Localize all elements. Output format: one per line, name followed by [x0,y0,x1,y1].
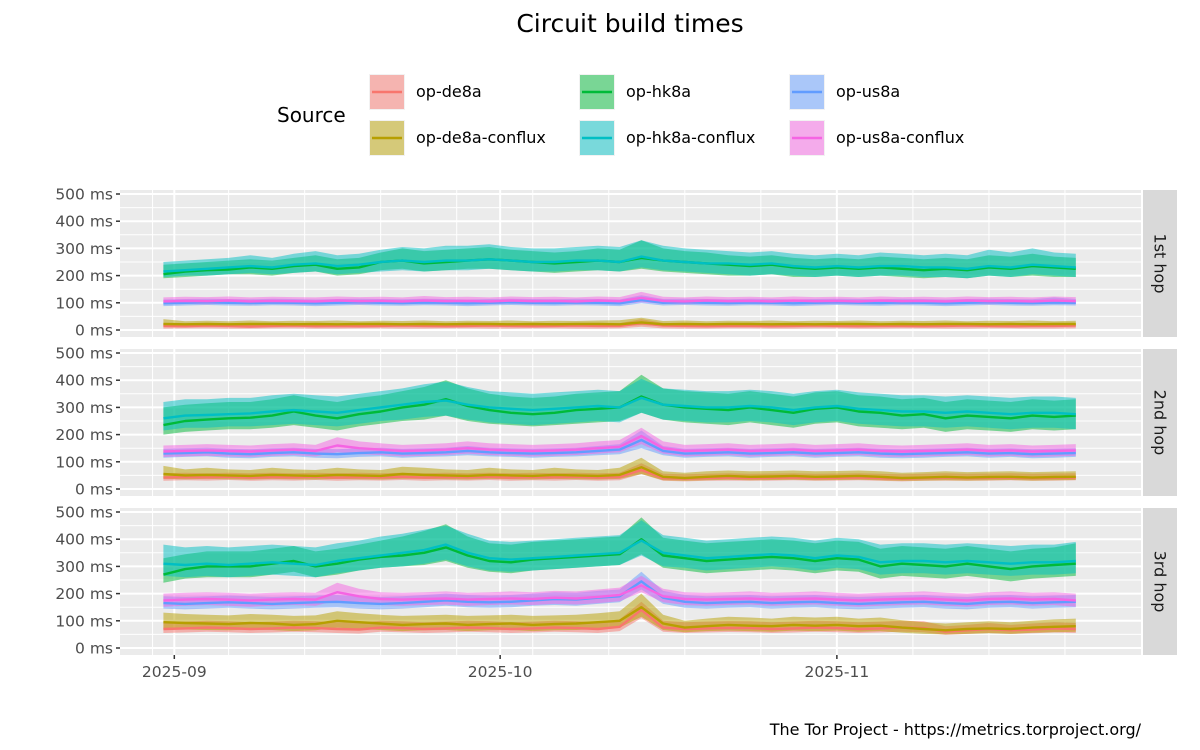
y-tick-label: 300 ms [55,399,113,417]
legend-label: op-de8a-conflux [416,128,546,147]
x-tick-label: 2025-11 [804,663,869,681]
legend-label: op-hk8a [626,82,691,101]
line-op-us8a-conflux [163,434,1076,453]
facet-strip-label: 1st hop [1151,234,1170,294]
line-op-hk8a [163,538,1076,576]
y-tick-label: 400 ms [55,531,113,549]
legend-item-op-hk8a-conflux: op-hk8a-conflux [579,120,755,156]
chart-caption: The Tor Project - https://metrics.torpro… [769,720,1142,739]
line-op-us8a [163,438,1076,456]
y-tick-label: 100 ms [55,612,113,630]
panel-1: 0 ms 100 ms 200 ms 300 ms 400 ms 500 ms 1st ho… [55,186,1177,340]
y-tick-label: 100 ms [55,294,113,312]
legend-title: Source [277,103,346,127]
y-tick-label: 100 ms [55,453,113,471]
y-tick-label: 500 ms [55,345,113,363]
line-op-hk8a-conflux [163,255,1076,273]
y-tick-label: 400 ms [55,372,113,390]
line-op-us8a [163,298,1076,305]
legend-label: op-hk8a-conflux [626,128,755,147]
x-tick-label: 2025-10 [468,663,533,681]
y-tick-label: 200 ms [55,426,113,444]
facet-panels: 0 ms 100 ms 200 ms 300 ms 400 ms 500 ms 1st ho… [55,186,1177,658]
y-tick-label: 0 ms [75,481,113,499]
y-tick-label: 500 ms [55,186,113,204]
facet-strip-label: 3rd hop [1151,551,1170,613]
facet-strip-label: 2nd hop [1151,390,1170,456]
x-axis: 2025-09 2025-10 2025-11 [142,655,869,681]
legend-item-op-us8a-conflux: op-us8a-conflux [789,120,964,156]
line-op-de8a-conflux [163,321,1076,326]
legend-item-op-hk8a: op-hk8a [579,74,691,110]
panel-3: 0 ms 100 ms 200 ms 300 ms 400 ms 500 ms 3rd ho… [55,504,1177,658]
y-tick-label: 200 ms [55,267,113,285]
y-tick-label: 300 ms [55,558,113,576]
y-tick-label: 400 ms [55,213,113,231]
y-tick-label: 0 ms [75,322,113,340]
line-op-us8a-conflux [163,296,1076,303]
line-op-de8a-conflux [163,466,1076,480]
y-tick-label: 0 ms [75,640,113,658]
legend: Source op-de8a op-hk8a op-us8a op-de8a-conf… [277,74,964,156]
y-tick-label: 200 ms [55,585,113,603]
line-op-us8a-conflux [163,584,1076,602]
line-op-hk8a-conflux [163,539,1076,567]
facet-strip [1143,349,1177,496]
line-op-de8a-conflux [163,606,1076,632]
facet-strip [1143,508,1177,655]
ribbon-op-hk8a-conflux [163,520,1076,578]
legend-item-op-de8a-conflux: op-de8a-conflux [369,120,546,156]
panel-2: 0 ms 100 ms 200 ms 300 ms 400 ms 500 ms 2nd ho… [55,345,1177,499]
y-tick-label: 500 ms [55,504,113,522]
facet-strip [1143,190,1177,337]
ribbon-op-hk8a-conflux [163,378,1076,431]
line-op-de8a [163,322,1076,328]
line-op-us8a [163,580,1076,606]
legend-label: op-us8a [836,82,900,101]
y-tick-label: 300 ms [55,240,113,258]
x-tick-label: 2025-09 [142,663,207,681]
legend-label: op-de8a [416,82,482,101]
line-op-hk8a-conflux [163,396,1076,420]
chart-title: Circuit build times [516,9,743,38]
legend-item-op-de8a: op-de8a [369,74,482,110]
legend-item-op-us8a: op-us8a [789,74,900,110]
legend-label: op-us8a-conflux [836,128,964,147]
